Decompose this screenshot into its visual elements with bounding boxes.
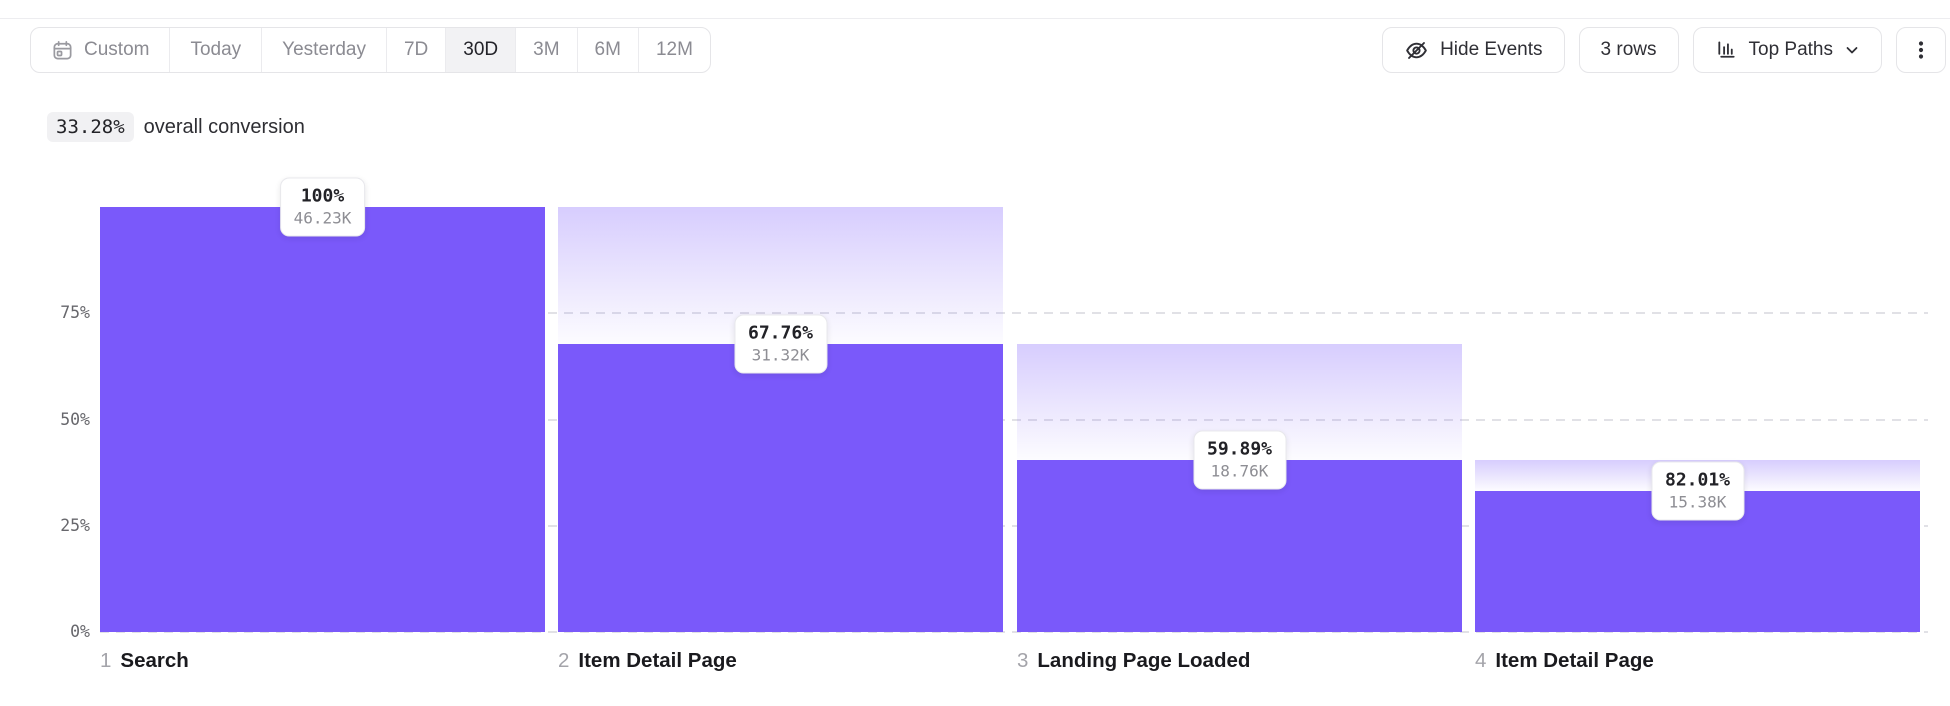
- funnel-column-4: 82.01% 15.38K: [1475, 207, 1920, 632]
- step-name: Landing Page Loaded: [1037, 649, 1251, 672]
- overall-conversion: 33.28% overall conversion: [47, 112, 305, 142]
- step-count: 18.76K: [1210, 461, 1269, 481]
- y-tick-0: 0%: [70, 622, 90, 641]
- funnel-column-1: 100% 46.23K: [100, 177, 545, 632]
- date-range-12m[interactable]: 12M: [637, 28, 710, 72]
- y-tick-75: 75%: [60, 303, 90, 323]
- date-range-30d[interactable]: 30D: [445, 28, 516, 72]
- toolbar: Custom Today Yesterday 7D 30D 3M 6M 12M Hide Ev…: [30, 27, 1946, 73]
- date-range-picker: Custom Today Yesterday 7D 30D 3M 6M 12M: [30, 27, 711, 73]
- step-count: 46.23K: [293, 208, 352, 228]
- bar-chart-icon: [1715, 39, 1738, 62]
- bar-value-card-1: 100% 46.23K: [279, 177, 366, 237]
- calendar-icon: [51, 39, 74, 62]
- date-range-label: 3M: [533, 39, 560, 60]
- step-conversion-pct: 82.01%: [1664, 469, 1731, 491]
- date-range-label: 12M: [655, 39, 693, 60]
- date-range-label: 30D: [463, 39, 499, 60]
- rows-label: 3 rows: [1600, 39, 1657, 60]
- date-range-6m[interactable]: 6M: [576, 28, 638, 72]
- date-range-label: Today: [190, 39, 242, 60]
- gridline-25: [100, 524, 1928, 527]
- step-label-3: 3 Landing Page Loaded: [1017, 649, 1250, 673]
- bar-value-card-3: 59.89% 18.76K: [1192, 430, 1287, 490]
- toolbar-right: Hide Events 3 rows Top Paths: [1382, 27, 1946, 73]
- top-paths-button[interactable]: Top Paths: [1692, 27, 1882, 73]
- step-label-4: 4 Item Detail Page: [1475, 649, 1654, 673]
- step-number: 1: [100, 649, 112, 672]
- gridline-50: [100, 418, 1928, 421]
- overall-conversion-value: 33.28%: [47, 112, 134, 142]
- step-number: 3: [1017, 649, 1029, 672]
- y-tick-25: 25%: [60, 515, 90, 535]
- date-range-yesterday[interactable]: Yesterday: [261, 28, 386, 72]
- date-range-custom[interactable]: Custom: [31, 28, 169, 72]
- x-axis-labels: 1 Search 2 Item Detail Page 3 Landing Page Lo…: [100, 649, 1920, 677]
- gridlines: [100, 207, 1928, 633]
- step-conversion-pct: 59.89%: [1206, 438, 1273, 460]
- date-range-3m[interactable]: 3M: [515, 28, 576, 72]
- step-name: Item Detail Page: [578, 649, 737, 672]
- step-name: Item Detail Page: [1495, 649, 1654, 672]
- eye-off-icon: [1404, 38, 1429, 63]
- chevron-down-icon: [1844, 42, 1860, 58]
- date-range-7d[interactable]: 7D: [385, 28, 445, 72]
- funnel-bar-1[interactable]: [100, 207, 545, 632]
- date-range-label: Custom: [84, 39, 150, 60]
- date-range-label: 7D: [403, 39, 429, 60]
- top-paths-label: Top Paths: [1748, 39, 1834, 60]
- step-number: 2: [558, 649, 570, 672]
- overall-conversion-label: overall conversion: [143, 115, 305, 138]
- top-divider: [0, 18, 1950, 19]
- step-count: 15.38K: [1668, 492, 1727, 512]
- step-conversion-pct: 100%: [300, 185, 345, 207]
- funnel-column-3: 59.89% 18.76K: [1017, 207, 1462, 632]
- funnel-bar-2[interactable]: [558, 344, 1003, 632]
- gridline-0: [100, 631, 1928, 633]
- funnel-column-2: 67.76% 31.32K: [558, 207, 1003, 632]
- hide-events-label: Hide Events: [1440, 39, 1543, 60]
- more-options-button[interactable]: [1896, 27, 1946, 73]
- date-range-label: 6M: [594, 39, 621, 60]
- step-label-1: 1 Search: [100, 649, 189, 673]
- step-conversion-pct: 67.76%: [747, 322, 814, 344]
- y-tick-50: 50%: [60, 409, 90, 429]
- bar-value-card-4: 82.01% 15.38K: [1650, 461, 1745, 521]
- date-range-label: Yesterday: [282, 39, 366, 60]
- step-number: 4: [1475, 649, 1487, 672]
- hide-events-button[interactable]: Hide Events: [1382, 27, 1565, 73]
- step-label-2: 2 Item Detail Page: [558, 649, 737, 673]
- gridline-75: [100, 312, 1928, 315]
- step-count: 31.32K: [751, 345, 810, 365]
- funnel-chart: 100% 46.23K 67.76% 31.32K 59.89% 18.76K 82.01%…: [100, 177, 1920, 632]
- kebab-menu-icon: [1909, 38, 1933, 62]
- y-axis: 75% 50% 25% 0%: [20, 207, 90, 641]
- date-range-today[interactable]: Today: [169, 28, 261, 72]
- bar-value-card-2: 67.76% 31.32K: [733, 314, 828, 374]
- step-name: Search: [120, 649, 189, 672]
- rows-button[interactable]: 3 rows: [1578, 27, 1679, 73]
